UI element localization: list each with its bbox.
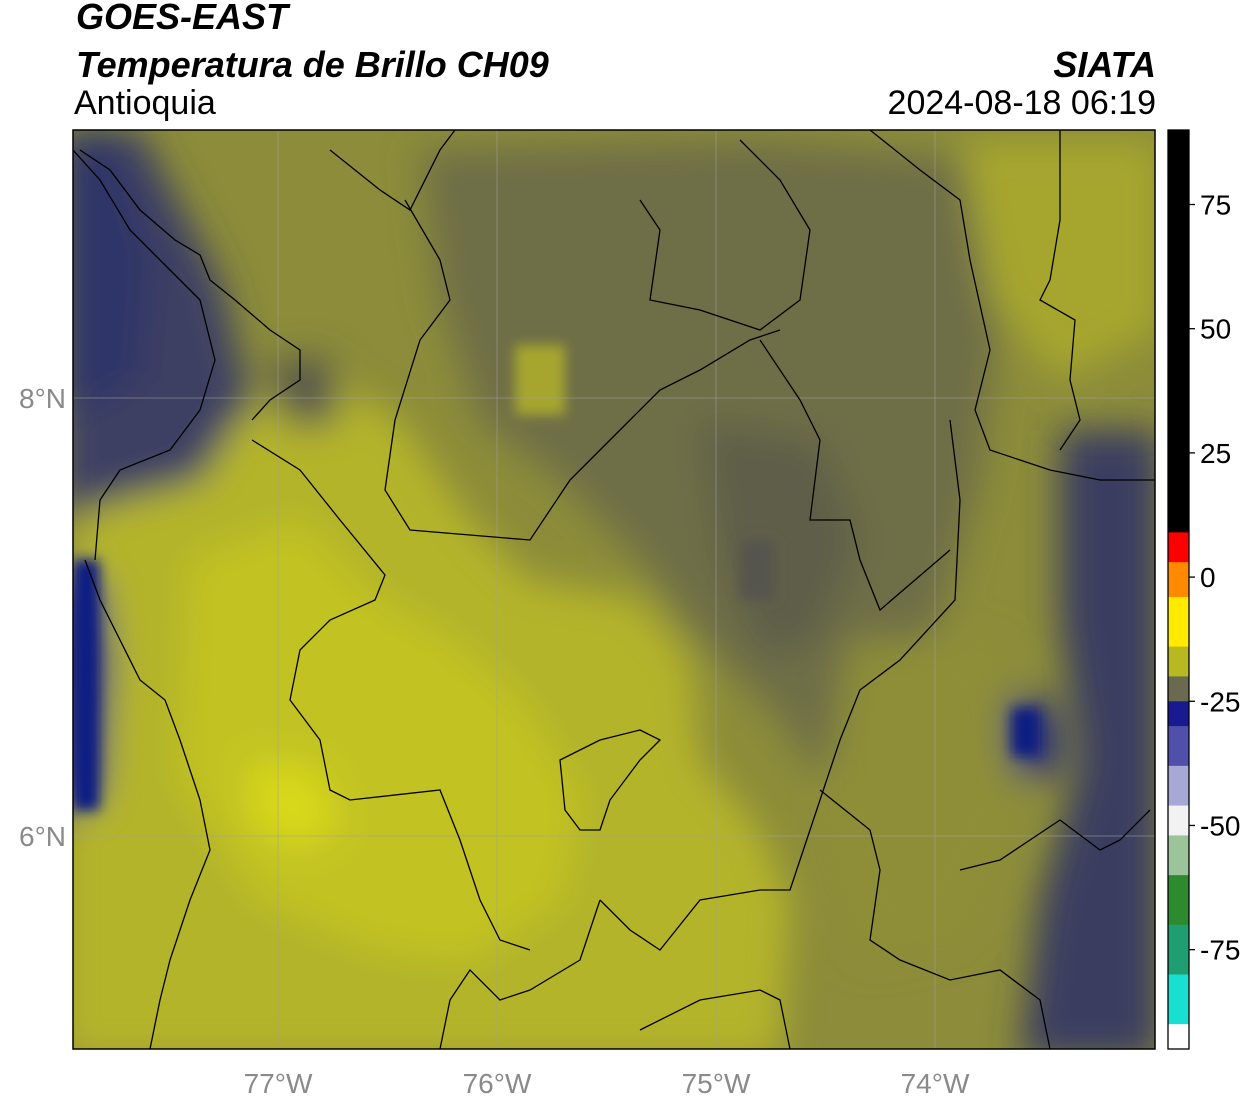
coastline-pacific xyxy=(84,559,211,1049)
colorbar-segment xyxy=(1168,726,1189,767)
coastline-caribbean xyxy=(79,149,301,421)
colorbar-tick-label: 0 xyxy=(1200,562,1216,593)
border-southeast xyxy=(959,809,1151,871)
colorbar-segment xyxy=(1168,924,1189,975)
border-cordoba-sucre xyxy=(639,139,811,331)
border-choco-antioquia xyxy=(251,439,531,951)
colorbar-segment xyxy=(1168,805,1189,836)
product-title: Temperatura de Brillo CH09 xyxy=(76,44,549,85)
colorbar-segment xyxy=(1168,974,1189,1025)
border-caldas xyxy=(439,899,601,1049)
colorbar-segment xyxy=(1168,875,1189,926)
colorbar-ticks: 75 50 25 0 -25 -50 -75 xyxy=(1189,190,1240,966)
colorbar-segment xyxy=(1168,596,1189,648)
x-tick-label: 74°W xyxy=(901,1068,970,1099)
border-boyaca xyxy=(819,789,1051,1049)
colorbar-segments xyxy=(1168,130,1189,1050)
border-antioquia-east xyxy=(599,419,961,951)
colorbar-segment xyxy=(1168,765,1189,807)
colorbar-tick-label: -75 xyxy=(1200,935,1240,966)
satellite-title: GOES-EAST xyxy=(76,0,289,37)
x-axis-labels: 77°W 76°W 75°W 74°W xyxy=(244,1068,970,1099)
colorbar-segment xyxy=(1168,130,1189,533)
y-tick-label: 6°N xyxy=(19,821,66,852)
colorbar-segment xyxy=(1168,532,1189,563)
colorbar-tick-label: -25 xyxy=(1200,686,1240,717)
colorbar-tick-label: 25 xyxy=(1200,438,1231,469)
x-tick-label: 76°W xyxy=(463,1068,532,1099)
colorbar: 75 50 25 0 -25 -50 -75 xyxy=(1167,129,1240,1050)
colorbar-segment xyxy=(1168,835,1189,876)
colorbar-tick-label: -50 xyxy=(1200,810,1240,841)
graticule xyxy=(73,130,1155,1049)
border-antioquia-bolivar xyxy=(759,339,951,612)
y-axis-labels: 8°N 6°N xyxy=(19,383,66,852)
colorbar-segment xyxy=(1168,646,1189,677)
colorbar-tick-label: 75 xyxy=(1200,190,1231,221)
colorbar-frame xyxy=(1167,129,1190,1050)
border-risaralda xyxy=(639,989,791,1049)
datetime-label: 2024-08-18 06:19 xyxy=(887,84,1156,122)
region-label: Antioquia xyxy=(74,84,216,122)
colorbar-segment xyxy=(1168,676,1189,702)
agency-label: SIATA xyxy=(1053,44,1156,85)
y-tick-label: 8°N xyxy=(19,383,66,414)
colorbar-segment xyxy=(1168,1024,1189,1050)
medellin-area xyxy=(559,729,662,831)
brightness-temperature-field xyxy=(73,130,1155,1049)
colorbar-segment xyxy=(1168,562,1189,598)
atrato-river-border xyxy=(329,130,456,211)
boundaries xyxy=(73,130,1155,1049)
x-tick-label: 75°W xyxy=(682,1068,751,1099)
border-antioquia-cordoba xyxy=(384,199,781,541)
border-sucre-bolivar xyxy=(869,130,1155,481)
x-tick-label: 77°W xyxy=(244,1068,313,1099)
coastline-panama xyxy=(73,149,216,561)
border-santander xyxy=(1039,130,1081,451)
colorbar-tick-label: 50 xyxy=(1200,314,1231,345)
map-frame xyxy=(72,129,1156,1050)
colorbar-segment xyxy=(1168,701,1189,727)
